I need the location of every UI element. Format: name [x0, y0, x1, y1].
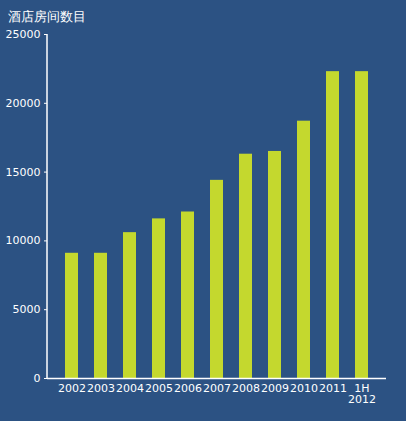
svg-text:2008: 2008	[232, 382, 260, 395]
svg-text:10000: 10000	[6, 234, 41, 247]
svg-text:0: 0	[34, 372, 41, 385]
svg-text:2003: 2003	[87, 382, 115, 395]
svg-text:20000: 20000	[6, 97, 41, 110]
svg-text:5000: 5000	[13, 303, 41, 316]
svg-text:2009: 2009	[261, 382, 289, 395]
svg-text:2006: 2006	[174, 382, 202, 395]
svg-text:2010: 2010	[290, 382, 318, 395]
svg-text:2011: 2011	[319, 382, 347, 395]
svg-text:2007: 2007	[203, 382, 231, 395]
svg-text:25000: 25000	[6, 28, 41, 41]
html-text:酒店房间数目: 酒店房间数目	[8, 9, 86, 24]
svg-text:2004: 2004	[116, 382, 144, 395]
svg-text:2002: 2002	[58, 382, 86, 395]
svg-text:1H2012: 1H2012	[348, 382, 376, 406]
svg-text:2005: 2005	[145, 382, 173, 395]
svg-text:15000: 15000	[6, 166, 41, 179]
